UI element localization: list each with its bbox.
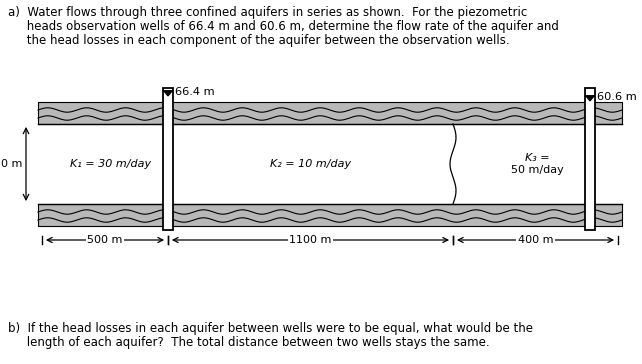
Text: 66.4 m: 66.4 m <box>175 87 214 97</box>
Text: 50 m/day: 50 m/day <box>511 165 564 175</box>
Polygon shape <box>586 96 594 101</box>
Bar <box>38 204 622 226</box>
Text: 50 m: 50 m <box>0 159 22 169</box>
Bar <box>585 88 595 230</box>
Bar <box>38 102 622 124</box>
Text: 60.6 m: 60.6 m <box>597 92 637 102</box>
Text: K₂ = 10 m/day: K₂ = 10 m/day <box>270 159 351 169</box>
Text: a)  Water flows through three confined aquifers in series as shown.  For the pie: a) Water flows through three confined aq… <box>8 6 527 19</box>
Text: 500 m: 500 m <box>87 235 123 245</box>
Polygon shape <box>164 91 172 96</box>
Text: K₃ =: K₃ = <box>525 153 550 163</box>
Text: b)  If the head losses in each aquifer between wells were to be equal, what woul: b) If the head losses in each aquifer be… <box>8 322 533 335</box>
Text: 1100 m: 1100 m <box>290 235 332 245</box>
Text: 400 m: 400 m <box>517 235 553 245</box>
Bar <box>163 88 173 230</box>
Text: length of each aquifer?  The total distance between two wells stays the same.: length of each aquifer? The total distan… <box>8 336 490 349</box>
Text: the head losses in each component of the aquifer between the observation wells.: the head losses in each component of the… <box>8 34 510 47</box>
Text: K₁ = 30 m/day: K₁ = 30 m/day <box>71 159 152 169</box>
Bar <box>38 124 622 204</box>
Text: heads observation wells of 66.4 m and 60.6 m, determine the flow rate of the aqu: heads observation wells of 66.4 m and 60… <box>8 20 559 33</box>
